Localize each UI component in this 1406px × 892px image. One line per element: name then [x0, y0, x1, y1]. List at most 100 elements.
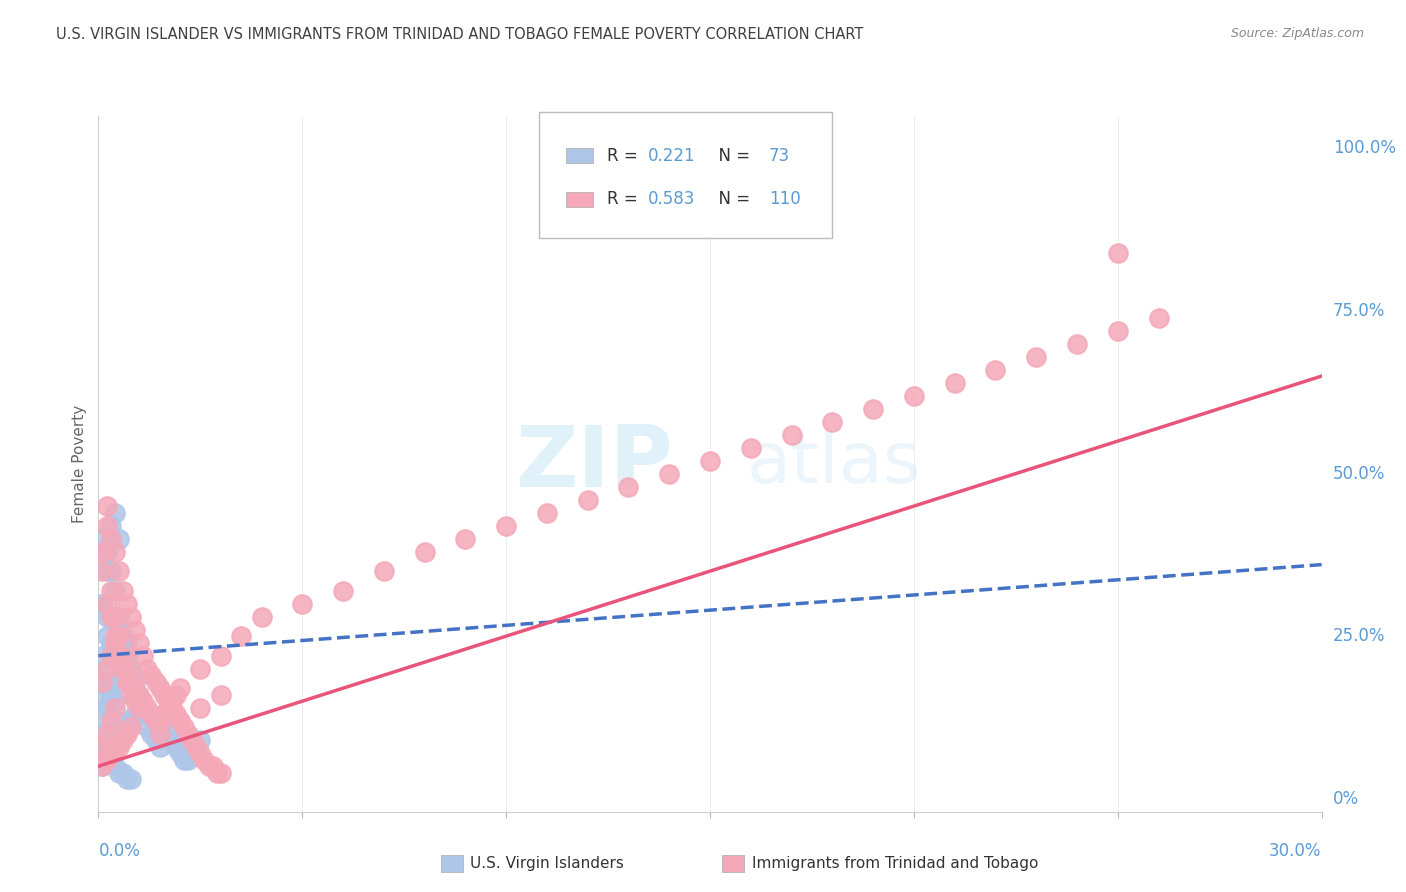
Point	[536, 506, 558, 520]
Point	[96, 609, 118, 624]
Point	[209, 765, 232, 780]
Point	[115, 648, 138, 663]
Point	[115, 635, 138, 649]
Point	[91, 674, 114, 689]
Point	[145, 674, 167, 689]
Point	[96, 753, 118, 767]
Point	[193, 753, 215, 767]
Text: 110: 110	[769, 191, 800, 209]
Point	[862, 401, 884, 416]
Point	[177, 727, 200, 741]
Text: 0.583: 0.583	[648, 191, 695, 209]
Point	[96, 727, 118, 741]
Point	[124, 674, 146, 689]
FancyBboxPatch shape	[565, 192, 592, 207]
Point	[104, 739, 127, 754]
Point	[91, 727, 114, 741]
Point	[373, 564, 395, 578]
Point	[100, 746, 122, 760]
Text: U.S. VIRGIN ISLANDER VS IMMIGRANTS FROM TRINIDAD AND TOBAGO FEMALE POVERTY CORRE: U.S. VIRGIN ISLANDER VS IMMIGRANTS FROM …	[56, 27, 863, 42]
Point	[108, 765, 131, 780]
Point	[91, 739, 114, 754]
FancyBboxPatch shape	[723, 855, 744, 872]
Text: 75.0%: 75.0%	[1333, 302, 1385, 320]
Point	[173, 753, 195, 767]
Point	[132, 694, 155, 708]
Point	[104, 506, 127, 520]
Point	[120, 688, 142, 702]
Point	[169, 681, 191, 695]
Point	[132, 707, 155, 722]
Point	[108, 564, 131, 578]
Point	[91, 759, 114, 773]
Point	[124, 688, 146, 702]
Point	[100, 688, 122, 702]
Point	[111, 635, 134, 649]
Point	[96, 746, 118, 760]
Point	[156, 700, 179, 714]
Point	[115, 772, 138, 787]
Point	[141, 707, 163, 722]
Point	[136, 700, 159, 714]
Text: Immigrants from Trinidad and Tobago: Immigrants from Trinidad and Tobago	[752, 856, 1038, 871]
Point	[124, 623, 146, 637]
Point	[91, 544, 114, 558]
Point	[160, 700, 183, 714]
Point	[104, 635, 127, 649]
Point	[91, 739, 114, 754]
Point	[108, 733, 131, 747]
Point	[132, 648, 155, 663]
Text: 100.0%: 100.0%	[1333, 139, 1396, 158]
Point	[115, 674, 138, 689]
Point	[96, 499, 118, 513]
Point	[108, 629, 131, 643]
Point	[96, 518, 118, 533]
Point	[209, 688, 232, 702]
Point	[160, 694, 183, 708]
Point	[201, 759, 224, 773]
Point	[100, 648, 122, 663]
FancyBboxPatch shape	[441, 855, 463, 872]
Point	[100, 714, 122, 728]
Point	[177, 753, 200, 767]
Point	[108, 623, 131, 637]
Point	[104, 629, 127, 643]
Text: N =: N =	[707, 191, 755, 209]
Point	[91, 648, 114, 663]
FancyBboxPatch shape	[565, 148, 592, 163]
Point	[454, 532, 477, 546]
Point	[332, 583, 354, 598]
Point	[120, 662, 142, 676]
Point	[120, 609, 142, 624]
Point	[104, 544, 127, 558]
Point	[152, 714, 174, 728]
Point	[100, 746, 122, 760]
Point	[156, 694, 179, 708]
Point	[152, 688, 174, 702]
Text: N =: N =	[707, 146, 755, 165]
Point	[141, 727, 163, 741]
Point	[108, 532, 131, 546]
Point	[617, 480, 640, 494]
Point	[111, 727, 134, 741]
Point	[576, 492, 599, 507]
Point	[188, 733, 212, 747]
Point	[1147, 310, 1170, 325]
Point	[181, 746, 204, 760]
Point	[96, 700, 118, 714]
Point	[149, 714, 172, 728]
Point	[108, 739, 131, 754]
Point	[984, 362, 1007, 376]
Point	[658, 467, 681, 481]
Point	[165, 707, 187, 722]
Point	[111, 714, 134, 728]
Point	[136, 662, 159, 676]
Point	[169, 746, 191, 760]
Point	[205, 765, 228, 780]
Point	[495, 518, 517, 533]
Point	[104, 700, 127, 714]
Text: R =: R =	[607, 191, 644, 209]
Point	[149, 727, 172, 741]
Point	[250, 609, 273, 624]
Point	[160, 733, 183, 747]
